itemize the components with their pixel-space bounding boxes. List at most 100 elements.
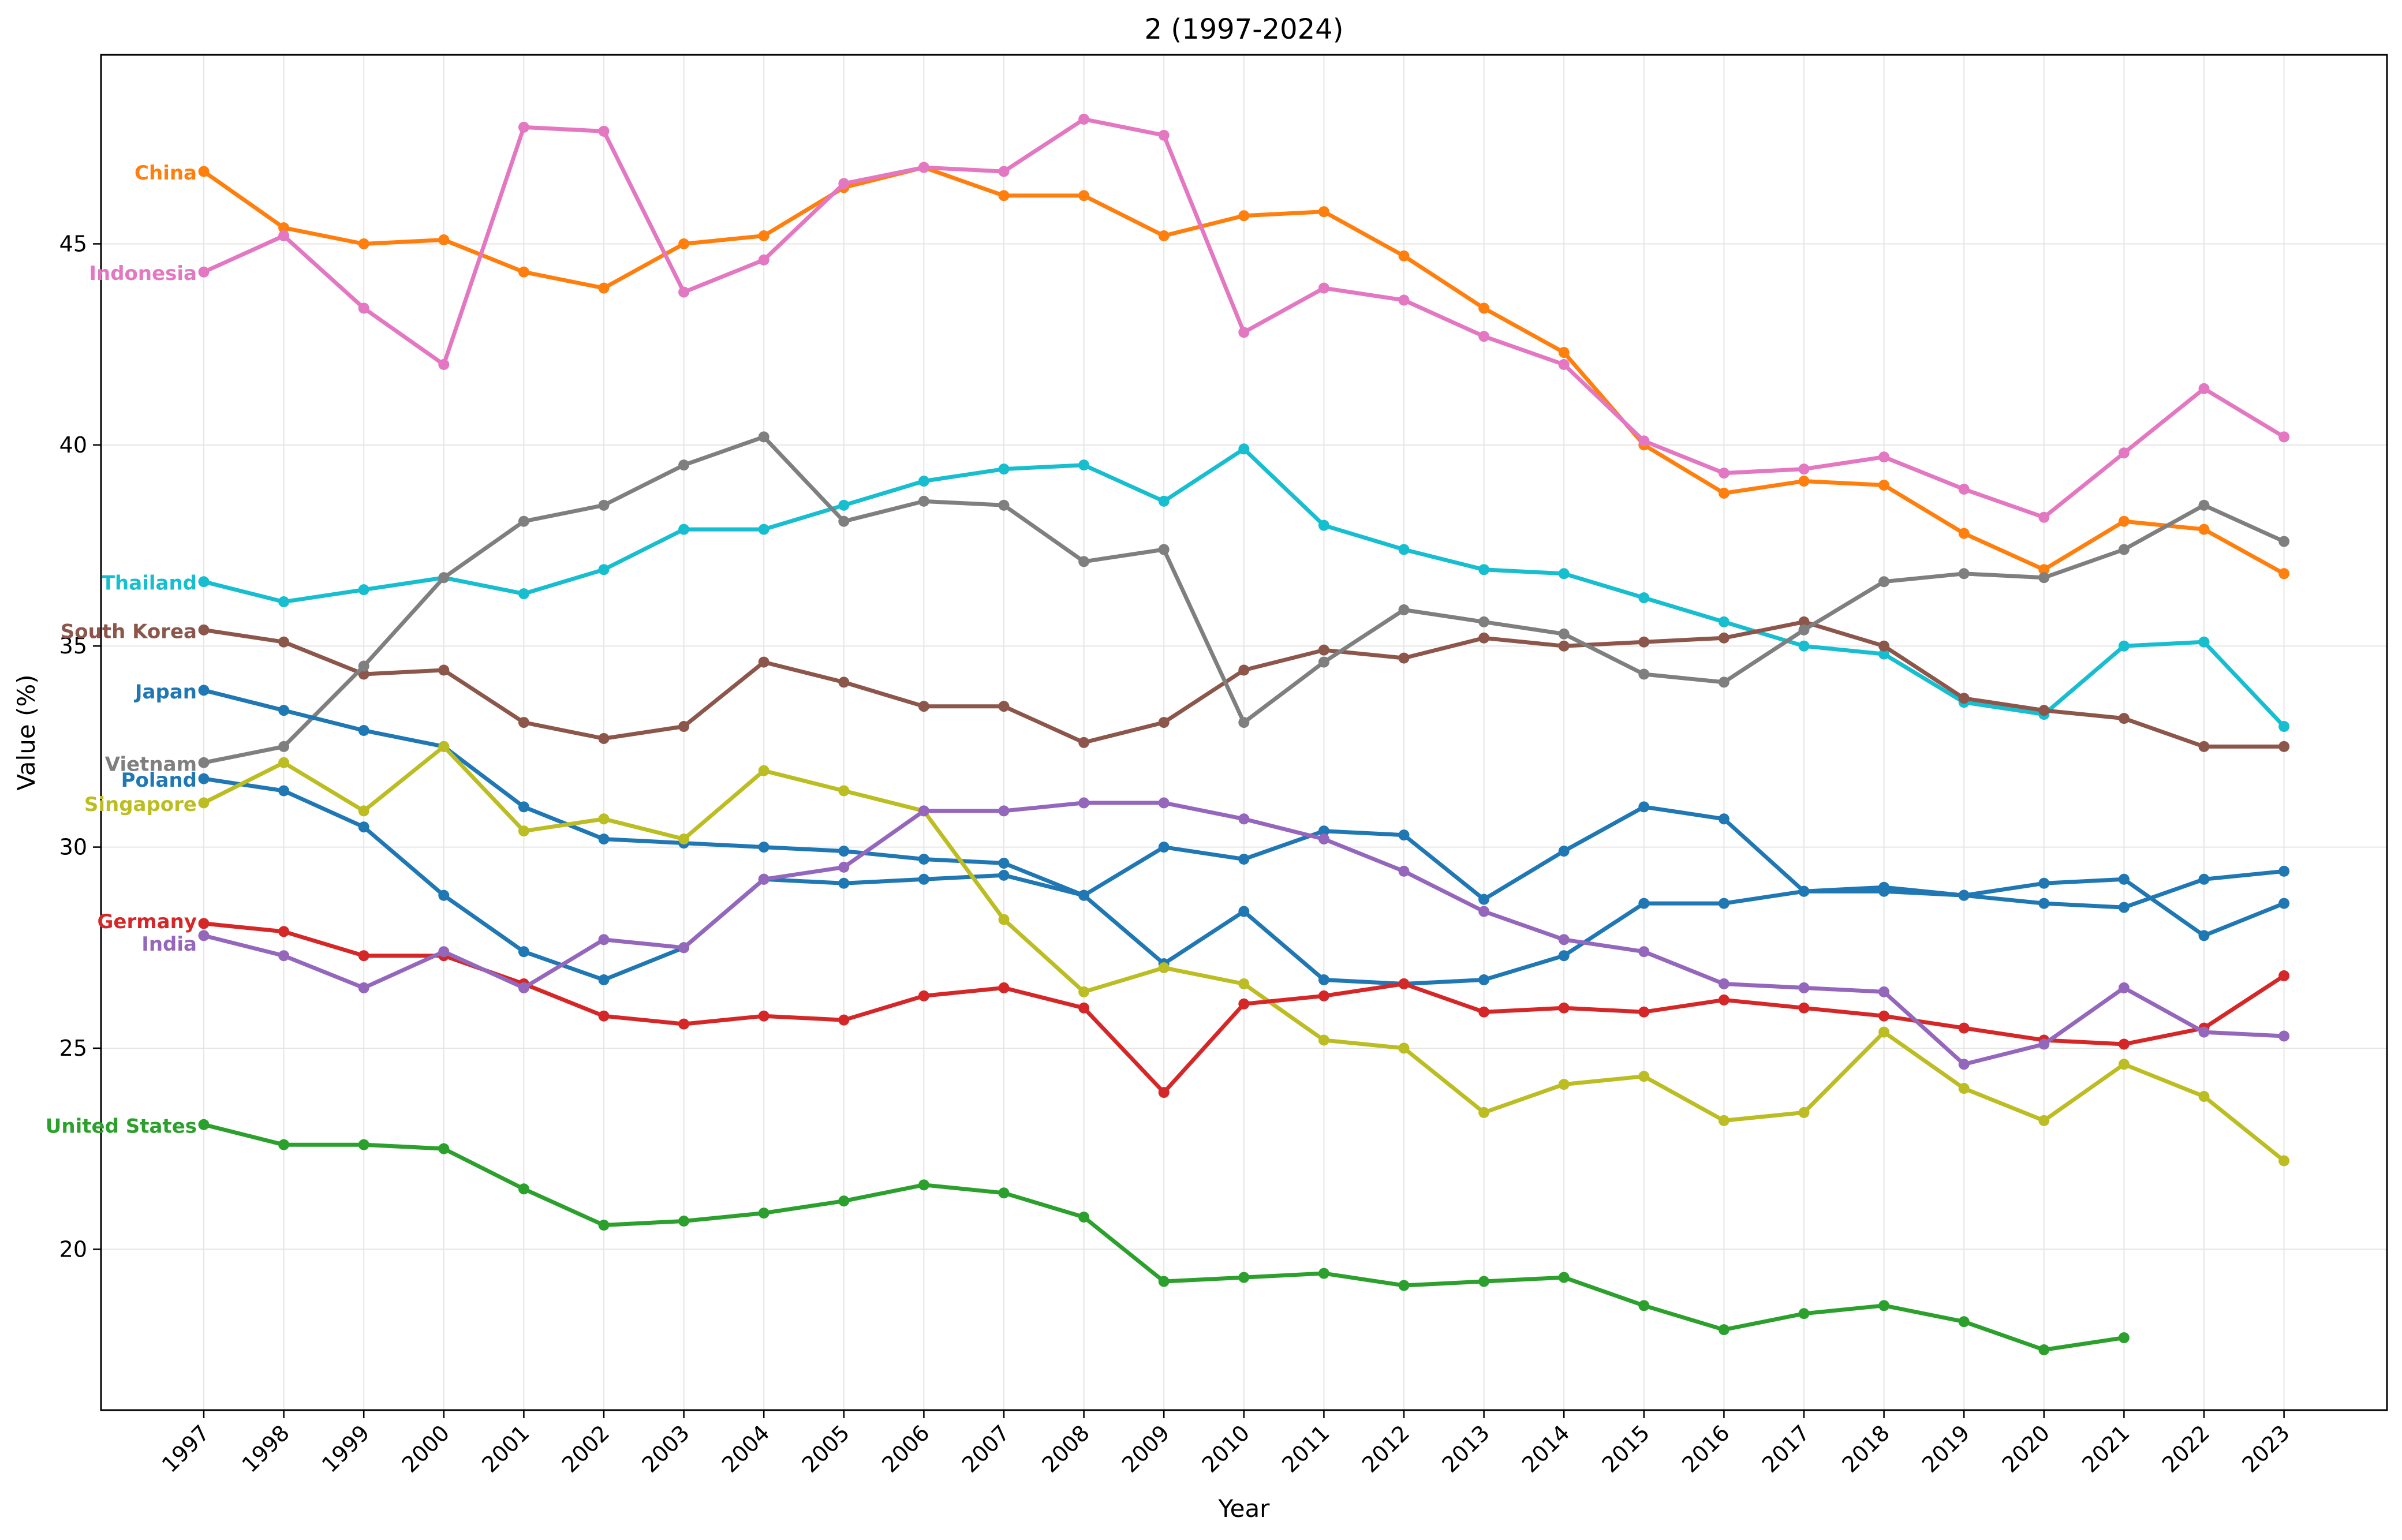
data-point-poland (438, 889, 450, 901)
data-point-japan (1318, 825, 1329, 837)
data-point-south-korea (838, 676, 850, 688)
data-point-singapore (758, 765, 769, 776)
data-point-vietnam (438, 572, 450, 584)
data-point-thailand (1238, 443, 1250, 455)
data-point-south-korea (2278, 741, 2290, 752)
data-point-south-korea (438, 664, 450, 676)
data-point-india (1798, 982, 1810, 993)
data-point-vietnam (278, 741, 290, 752)
data-point-united-states (1958, 1316, 1970, 1328)
data-point-south-korea (998, 701, 1010, 712)
data-point-south-korea (2118, 713, 2130, 724)
data-point-singapore (278, 757, 290, 768)
data-point-singapore (598, 813, 610, 825)
data-point-germany (838, 1014, 850, 1026)
data-point-united-states (1478, 1276, 1490, 1287)
data-point-vietnam (758, 431, 769, 443)
data-point-singapore (1238, 978, 1250, 989)
data-point-india (1558, 934, 1570, 945)
data-point-thailand (1158, 495, 1170, 507)
data-point-poland (2278, 865, 2290, 877)
data-point-poland (358, 821, 369, 833)
data-point-vietnam (1558, 628, 1570, 640)
data-point-poland (1798, 885, 1810, 897)
data-point-indonesia (1798, 464, 1810, 475)
data-point-united-states (998, 1187, 1010, 1199)
data-point-india (358, 982, 369, 993)
data-point-india (1398, 865, 1410, 877)
data-point-south-korea (1398, 652, 1410, 664)
data-point-india (2118, 982, 2130, 993)
data-point-india (518, 982, 529, 993)
y-tick-label: 35 (59, 633, 87, 659)
data-point-thailand (998, 464, 1010, 475)
data-point-poland (1078, 889, 1090, 901)
data-point-thailand (1638, 592, 1650, 604)
series-indonesia (198, 113, 2290, 523)
data-point-singapore (998, 914, 1010, 925)
data-point-vietnam (2118, 544, 2130, 555)
data-point-thailand (278, 596, 290, 608)
data-point-united-states (598, 1220, 610, 1231)
data-point-india (2038, 1038, 2050, 1050)
data-point-vietnam (2198, 499, 2210, 511)
data-point-singapore (518, 825, 529, 837)
data-point-poland (918, 873, 929, 885)
data-point-vietnam (998, 499, 1010, 511)
data-point-germany (918, 990, 929, 1001)
series-label-south-korea: South Korea (61, 620, 197, 643)
data-point-indonesia (518, 121, 529, 133)
data-point-thailand (1478, 564, 1490, 575)
data-point-thailand (758, 524, 769, 535)
data-point-germany (1878, 1010, 1890, 1022)
data-point-thailand (2278, 721, 2290, 732)
data-point-china (1718, 487, 1729, 499)
data-point-germany (1238, 998, 1250, 1010)
data-point-singapore (2118, 1059, 2130, 1070)
data-point-germany (1158, 1087, 1170, 1098)
data-point-germany (1638, 1006, 1650, 1018)
data-point-south-korea (598, 732, 610, 744)
data-point-china (998, 190, 1010, 201)
data-point-thailand (198, 576, 210, 588)
series-label-vietnam: Vietnam (105, 753, 197, 776)
data-point-thailand (838, 499, 850, 511)
data-point-thailand (598, 564, 610, 575)
series-group (198, 113, 2290, 1355)
data-point-germany (2118, 1038, 2130, 1050)
data-point-vietnam (1318, 656, 1329, 668)
data-point-poland (2198, 873, 2210, 885)
data-point-vietnam (1078, 556, 1090, 567)
data-point-china (1318, 206, 1329, 218)
data-point-indonesia (1478, 331, 1490, 342)
data-point-vietnam (678, 459, 690, 471)
data-point-indonesia (1638, 435, 1650, 447)
data-point-united-states (278, 1139, 290, 1150)
data-point-indonesia (758, 254, 769, 266)
data-point-vietnam (1398, 604, 1410, 615)
data-point-united-states (1078, 1212, 1090, 1223)
data-point-singapore (2038, 1115, 2050, 1126)
data-point-thailand (518, 588, 529, 600)
grid (101, 55, 2387, 1410)
data-point-united-states (198, 1119, 210, 1130)
data-point-poland (1718, 898, 1729, 909)
data-point-indonesia (598, 125, 610, 137)
data-point-poland (838, 877, 850, 889)
data-point-poland (998, 869, 1010, 881)
data-point-poland (1558, 950, 1570, 962)
data-point-india (1318, 833, 1329, 845)
series-label-japan: Japan (134, 681, 197, 704)
data-point-south-korea (1638, 636, 1650, 648)
data-point-india (1158, 797, 1170, 809)
data-point-poland (1958, 889, 1970, 901)
data-point-thailand (1398, 544, 1410, 555)
data-point-vietnam (838, 515, 850, 527)
data-point-indonesia (2118, 447, 2130, 459)
data-point-germany (278, 926, 290, 937)
data-point-thailand (358, 584, 369, 596)
data-point-germany (1078, 1002, 1090, 1014)
data-point-india (998, 805, 1010, 817)
data-point-china (2118, 515, 2130, 527)
